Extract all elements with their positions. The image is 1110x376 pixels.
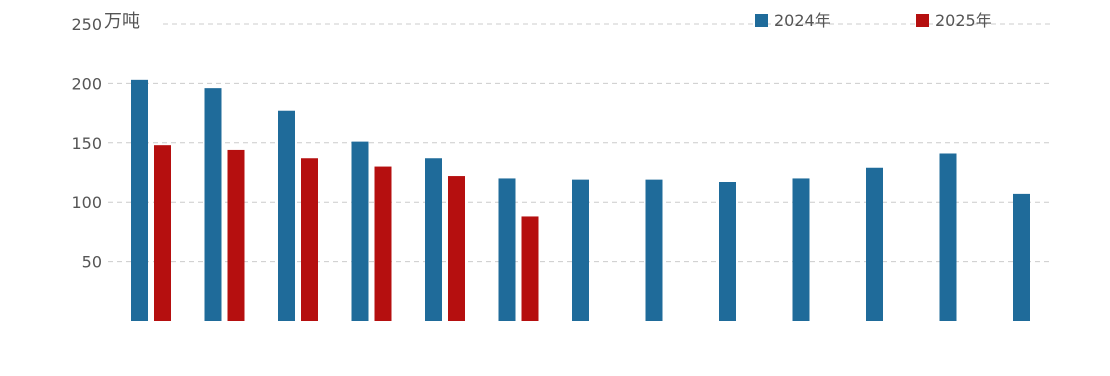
bar-2024[interactable] bbox=[351, 141, 369, 321]
bars bbox=[131, 79, 1030, 321]
y-tick-label: 200 bbox=[71, 74, 102, 93]
bar-2024[interactable] bbox=[278, 110, 295, 321]
bar-2024[interactable] bbox=[204, 88, 222, 321]
y-tick-label: 50 bbox=[82, 253, 102, 272]
y-tick-label: 150 bbox=[71, 134, 102, 153]
bar-2024[interactable] bbox=[131, 79, 148, 321]
bar-2025[interactable] bbox=[448, 176, 465, 321]
legend-swatch-2025 bbox=[916, 14, 929, 27]
legend-label-2024: 2024年 bbox=[774, 11, 831, 30]
bar-2025[interactable] bbox=[521, 216, 539, 321]
legend: 2024年 2025年 bbox=[755, 11, 992, 30]
bar-2024[interactable] bbox=[425, 158, 442, 321]
legend-label-2025: 2025年 bbox=[935, 11, 992, 30]
y-axis: 250 200 150 100 50 bbox=[71, 15, 102, 272]
bar-2024[interactable] bbox=[645, 179, 663, 321]
bar-2025[interactable] bbox=[227, 149, 245, 321]
bar-2025[interactable] bbox=[374, 166, 392, 321]
bar-2024[interactable] bbox=[1013, 193, 1030, 321]
bar-2024[interactable] bbox=[792, 178, 810, 321]
bar-2024[interactable] bbox=[866, 167, 883, 321]
bar-2025[interactable] bbox=[154, 145, 171, 321]
y-tick-label: 100 bbox=[71, 193, 102, 212]
bar-2024[interactable] bbox=[719, 182, 736, 321]
y-unit-label: 万吨 bbox=[104, 11, 140, 32]
bar-2024[interactable] bbox=[939, 153, 957, 321]
legend-swatch-2024 bbox=[755, 14, 768, 27]
bar-2024[interactable] bbox=[498, 178, 516, 321]
y-tick-label: 250 bbox=[71, 15, 102, 34]
bar-2024[interactable] bbox=[572, 179, 589, 321]
bar-2025[interactable] bbox=[301, 158, 318, 321]
